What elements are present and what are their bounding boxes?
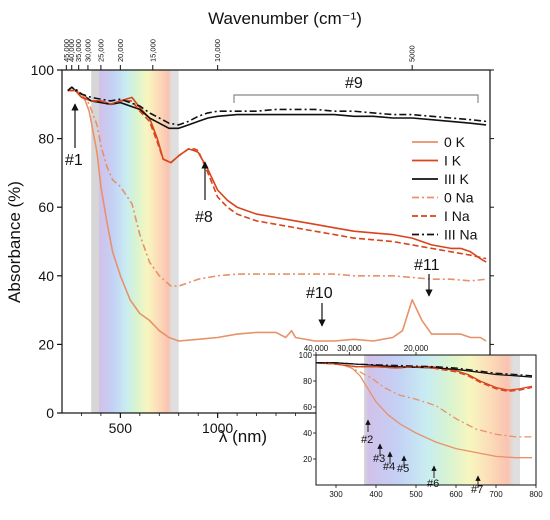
x-axis-label: λ (nm) (219, 427, 267, 446)
legend-label-iii-k: III K (444, 171, 470, 187)
legend-label-iii-na: III Na (444, 227, 478, 243)
inset-top-tick-label: 30,000 (337, 344, 362, 353)
top-tick-label: 45,000 (62, 39, 71, 62)
top-tick-label: 5000 (408, 45, 417, 62)
legend-label-0-k: 0 K (444, 134, 466, 150)
top-axis-label: Wavenumber (cm⁻¹) (208, 9, 362, 28)
inset-annotation-2: #2 (361, 434, 373, 446)
x-tick-label: 1000 (202, 420, 233, 436)
top-tick-label: 30,000 (83, 39, 92, 62)
y-axis-label: Absorbance (%) (5, 181, 24, 303)
inset-annotations: #2#3#4 #5 #6 #7 (361, 419, 483, 496)
top-tick-label: 20,000 (116, 39, 125, 62)
legend-label-i-na: I Na (444, 208, 470, 224)
legend-label-i-k: I K (444, 153, 462, 169)
annotation-1: #1 (65, 152, 83, 169)
inset-x-tick-label: 700 (489, 490, 503, 499)
inset-series-0-na (316, 362, 532, 438)
inset-x-tick-label: 300 (329, 490, 343, 499)
y-tick-label: 20 (38, 336, 54, 352)
y-tick-label: 0 (46, 405, 54, 421)
series-iii-k (67, 86, 487, 130)
inset-annotation-5: #5 (397, 463, 409, 475)
annotation-11: #11 (414, 257, 440, 274)
inset-top-tick-label: 20,000 (404, 344, 429, 353)
inset-annotation-7: #7 (471, 484, 483, 496)
annotations-main: #1 #8 #9 #10 #11 (65, 75, 479, 327)
inset-x-tick-label: 500 (409, 490, 423, 499)
inset-top-tick-label: 40,000 (304, 344, 329, 353)
top-tick-label: 15,000 (148, 39, 157, 62)
inset-x-tick-label: 800 (529, 490, 543, 499)
y-tick-label: 80 (38, 131, 54, 147)
inset-x-tick-label: 400 (369, 490, 383, 499)
top-tick-label: 10,000 (213, 39, 222, 62)
inset-series-i-na (316, 362, 533, 393)
bracket-9 (233, 94, 479, 103)
inset-y-tick-label: 100 (299, 351, 313, 360)
inset-y-tick-label: 80 (303, 377, 312, 386)
top-tick-label: 40,000 (67, 39, 76, 62)
visible-spectrum-band (91, 70, 179, 413)
inset-frame (315, 354, 537, 486)
inset-series (316, 362, 533, 459)
inset-y-tick-label: 20 (303, 455, 312, 464)
inset-x-tick-label: 600 (449, 490, 463, 499)
y-tick-label: 40 (38, 268, 54, 284)
x-tick-label: 500 (109, 420, 133, 436)
inset-y-tick-label: 40 (303, 429, 312, 438)
annotation-8: #8 (195, 209, 213, 226)
inset-series-iii-na (316, 362, 533, 377)
annotation-9: #9 (345, 75, 363, 92)
inset-y-tick-label: 60 (303, 403, 312, 412)
inset-annotation-4: #4 (383, 461, 395, 473)
top-tick-label: 35,000 (74, 39, 83, 62)
annotation-10: #10 (306, 285, 333, 302)
inset-axes: 20 40 60 80 100 300 400 500 600 700 800 40,000 30,00… (299, 344, 544, 499)
series-0-na (67, 89, 487, 287)
legend: 0 K I K III K 0 Na I Na III Na (412, 134, 478, 243)
y-tick-label: 100 (31, 62, 55, 78)
series-0-k (67, 89, 487, 342)
inset-annotation-3: #3 (373, 453, 385, 465)
top-tick-label: 25,000 (96, 39, 105, 62)
series-iii-na (67, 86, 487, 126)
inset-annotation-6: #6 (427, 478, 439, 490)
legend-label-0-na: 0 Na (444, 190, 474, 206)
y-tick-label: 60 (38, 199, 54, 215)
